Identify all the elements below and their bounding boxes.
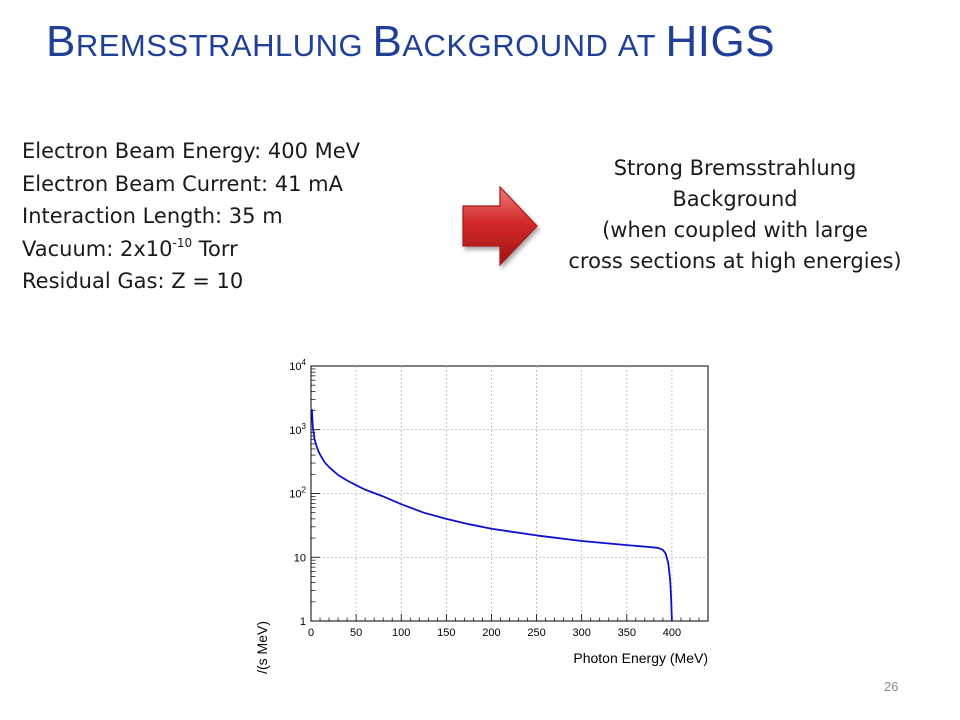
beam-parameters: Electron Beam Energy: 400 MeV Electron B… — [22, 135, 360, 298]
title-initial-2: B — [372, 17, 403, 66]
y-tick-labels: 1 10 102 103 104 — [289, 358, 306, 628]
y-tick-label: 102 — [289, 486, 306, 501]
page-number: 26 — [884, 679, 899, 694]
x-tick-label: 200 — [482, 627, 500, 639]
y-tick-label: 103 — [289, 422, 306, 437]
conclusion-line: (when coupled with large — [602, 218, 868, 242]
x-axis-label: Photon Energy (MeV) — [573, 650, 708, 666]
bremsstrahlung-spectrum-chart: 0 50 100 150 200 250 300 350 400 1 10 102 103 104 Ph… — [254, 358, 709, 675]
vacuum-text: Vacuum: 2x10 — [22, 236, 173, 261]
vacuum-unit: Torr — [192, 236, 238, 261]
background-conclusion: Strong Bremsstrahlung Background (when c… — [515, 153, 955, 277]
title-word-4: HIGS — [665, 17, 776, 66]
x-tick-label: 150 — [437, 627, 455, 639]
y-tick-label: 10 — [294, 552, 306, 564]
conclusion-line: Background — [672, 187, 798, 211]
param-interaction-length: Interaction Length: 35 m — [22, 204, 283, 228]
x-tick-labels: 0 50 100 150 200 250 300 350 400 — [308, 627, 681, 639]
x-tick-label: 100 — [392, 627, 410, 639]
vacuum-exponent: -10 — [172, 235, 193, 250]
x-tick-label: 0 — [308, 627, 314, 639]
title-word-2: ACKGROUND — [402, 28, 609, 63]
slide-title: BREMSSTRAHLUNG BACKGROUND AT HIGS — [46, 20, 775, 64]
spectrum-curve — [311, 409, 673, 622]
param-beam-current: Electron Beam Current: 41 mA — [22, 171, 343, 196]
title-word-1: REMSSTRAHLUNG — [75, 28, 364, 63]
x-tick-label: 250 — [527, 627, 545, 639]
plot-grid — [311, 366, 708, 621]
title-initial-1: B — [46, 17, 76, 66]
y-axis-label: nγ /(s MeV) — [254, 621, 274, 675]
param-residual-gas: Residual Gas: Z = 10 — [22, 269, 244, 293]
x-tick-label: 50 — [350, 627, 362, 639]
y-label-rest: /(s MeV) — [254, 621, 270, 675]
right-arrow-icon — [462, 185, 538, 267]
plot-ticks — [310, 365, 700, 622]
conclusion-line: Strong Bremsstrahlung — [613, 156, 857, 180]
x-tick-label: 400 — [663, 627, 681, 639]
param-vacuum: Vacuum: 2x10-10 Torr — [22, 233, 360, 266]
x-tick-label: 350 — [618, 627, 636, 639]
title-word-3: AT — [617, 28, 657, 63]
y-tick-label: 104 — [289, 358, 306, 373]
y-tick-label: 1 — [300, 616, 306, 628]
param-beam-energy: Electron Beam Energy: 400 MeV — [22, 139, 361, 163]
conclusion-line: cross sections at high energies) — [568, 249, 902, 273]
x-tick-label: 300 — [573, 627, 591, 639]
